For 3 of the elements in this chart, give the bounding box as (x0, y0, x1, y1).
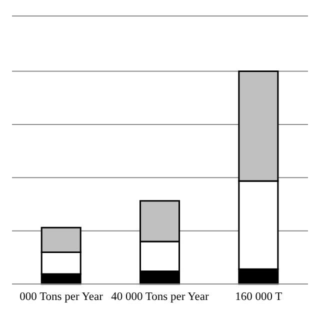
x-tick-label: 160 000 T (235, 291, 282, 304)
x-tick-label: 40 000 Tons per Year (111, 291, 210, 304)
x-tick-label: 000 Tons per Year (20, 291, 104, 304)
